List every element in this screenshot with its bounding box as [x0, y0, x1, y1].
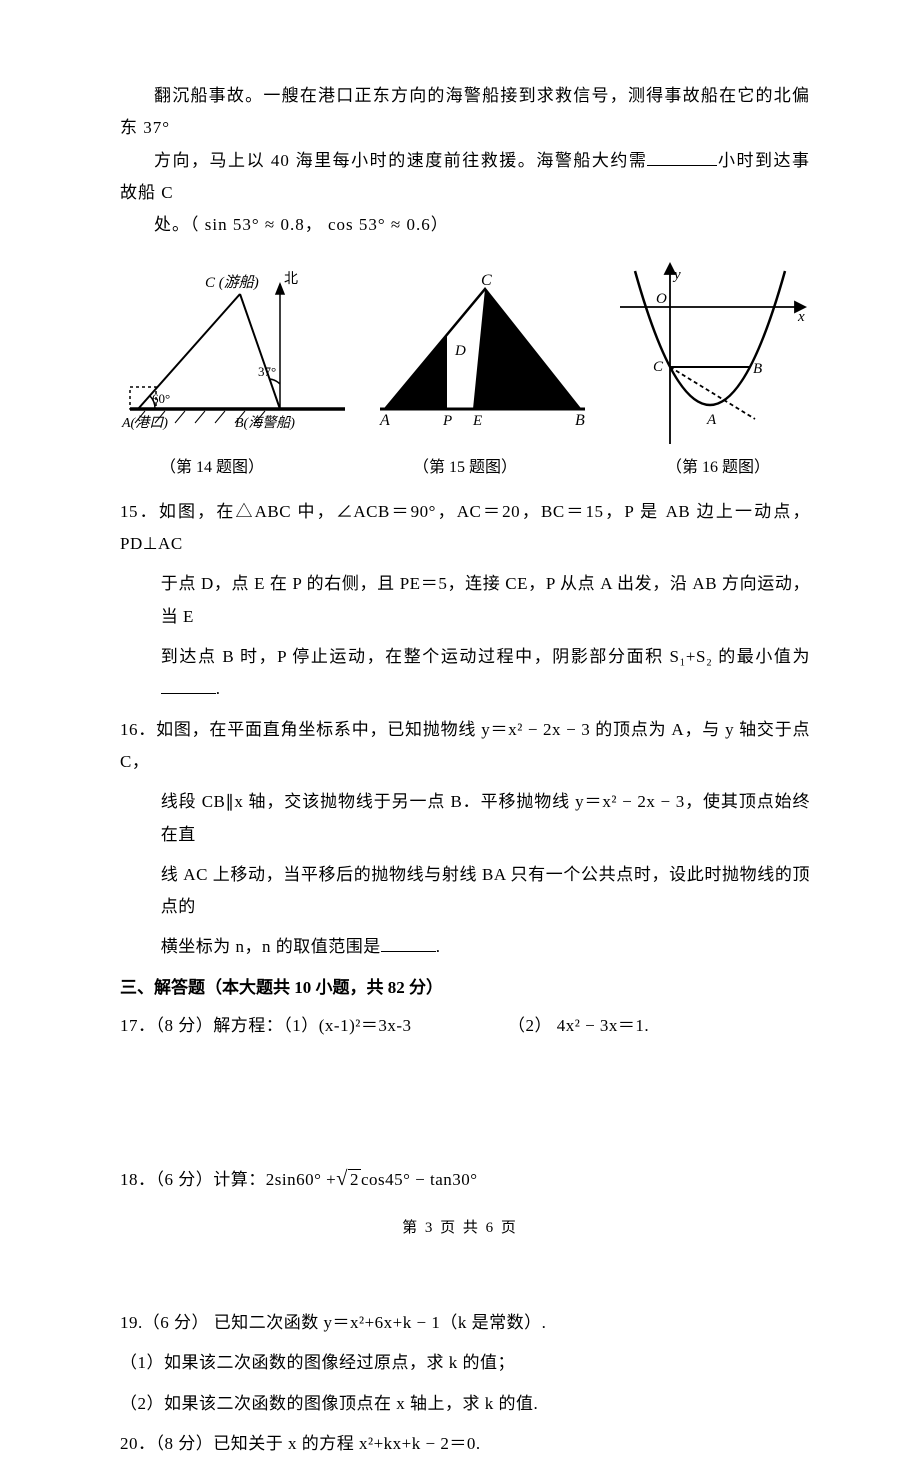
q15-line3: 到达点 B 时，P 停止运动，在整个运动过程中，阴影部分面积 S₁+S₂ 的最小… [120, 641, 810, 706]
fig14-caption: （第 14 题图） [160, 453, 264, 483]
fig16-o: O [656, 291, 667, 307]
figure-14: C (游船) 北 60° 37° A(港口) B(海警船) [120, 259, 350, 439]
q15-line3-pre: 到达点 B 时，P 停止运动，在整个运动过程中，阴影部分面积 S₁+S₂ 的最小… [161, 647, 810, 666]
q15-line3-post: . [216, 679, 221, 698]
fig16-x: x [797, 309, 805, 325]
fig14-b: B(海警船) [235, 415, 295, 431]
q19-line2: （1）如果该二次函数的图像经过原点，求 k 的值； [120, 1347, 810, 1379]
fig16-caption: （第 16 题图） [666, 453, 770, 483]
fig14-angle-a: 60° [152, 391, 170, 406]
blank-16 [381, 934, 436, 953]
q16-line2: 线段 CB∥x 轴，交该抛物线于另一点 B．平移抛物线 y＝x² − 2x − … [120, 786, 810, 851]
spacer-17 [120, 1050, 810, 1160]
fig15-p: P [442, 413, 452, 429]
fig15-b: B [575, 412, 585, 429]
fig14-angle-b: 37° [258, 364, 276, 379]
fig16-a2: A [706, 412, 717, 428]
q19-line1: 19.（6 分） 已知二次函数 y＝x²+6x+k − 1（k 是常数）. [120, 1307, 810, 1339]
fig15-a: A [379, 412, 390, 429]
q18-pre: 18．（6 分）计算：2sin60° + [120, 1170, 336, 1189]
blank-15 [161, 676, 216, 695]
fig15-caption: （第 15 题图） [413, 453, 517, 483]
sqrt-icon: 2 [336, 1160, 361, 1199]
blank-14 [647, 147, 717, 166]
fig15-c: C [481, 272, 492, 289]
q18-post: cos45° − tan30° [361, 1170, 478, 1189]
q20-line1: 20．（8 分）已知关于 x 的方程 x²+kx+k − 2＝0. [120, 1428, 810, 1460]
page-footer: 第 3 页 共 6 页 [0, 1214, 920, 1243]
q16-line3: 线 AC 上移动，当平移后的抛物线与射线 BA 只有一个公共点时，设此时抛物线的… [120, 859, 810, 924]
q16-line4: 横坐标为 n，n 的取值范围是. [120, 931, 810, 963]
q16-line1: 16．如图，在平面直角坐标系中，已知抛物线 y＝x² − 2x − 3 的顶点为… [120, 714, 810, 779]
q16-line4-pre: 横坐标为 n，n 的取值范围是 [161, 937, 381, 956]
figure-15: A B C D P E [365, 259, 595, 439]
section-3-title: 三、解答题（本大题共 10 小题，共 82 分） [120, 972, 810, 1004]
figure-captions: （第 14 题图） （第 15 题图） （第 16 题图） [120, 453, 810, 483]
intro-line1: 翻沉船事故。一艘在港口正东方向的海警船接到求救信号，测得事故船在它的北偏东 37… [120, 80, 810, 145]
q18: 18．（6 分）计算：2sin60° + 2cos45° − tan30° [120, 1160, 810, 1199]
intro-line2: 方向，马上以 40 海里每小时的速度前往救援。海警船大约需小时到达事故船 C [120, 145, 810, 210]
q15-line2: 于点 D，点 E 在 P 的右侧，且 PE＝5，连接 CE，P 从点 A 出发，… [120, 568, 810, 633]
fig16-c2: C [653, 359, 664, 375]
fig14-a: A(港口) [121, 415, 168, 431]
figure-16: y x O C B A [610, 259, 810, 449]
fig15-d: D [454, 343, 466, 359]
fig16-b2: B [753, 361, 762, 377]
fig16-y: y [672, 267, 681, 283]
fig14-c: C (游船) [205, 274, 259, 291]
q15-line1: 15．如图，在△ABC 中，∠ACB＝90°，AC＝20，BC＝15，P 是 A… [120, 496, 810, 561]
intro-line2-pre: 方向，马上以 40 海里每小时的速度前往救援。海警船大约需 [154, 151, 647, 170]
q17: 17．（8 分）解方程：（1）(x-1)²＝3x-3 （2） 4x² − 3x＝… [120, 1010, 810, 1042]
q19-line3: （2）如果该二次函数的图像顶点在 x 轴上，求 k 的值. [120, 1388, 810, 1420]
q16-line4-post: . [436, 937, 441, 956]
fig14-north: 北 [284, 271, 298, 287]
intro-line3: 处。（ sin 53° ≈ 0.8， cos 53° ≈ 0.6） [120, 209, 810, 241]
fig15-e: E [472, 413, 482, 429]
q18-sqrt: 2 [348, 1169, 361, 1189]
figures-row: C (游船) 北 60° 37° A(港口) B(海警船) A B C D P … [120, 259, 810, 449]
